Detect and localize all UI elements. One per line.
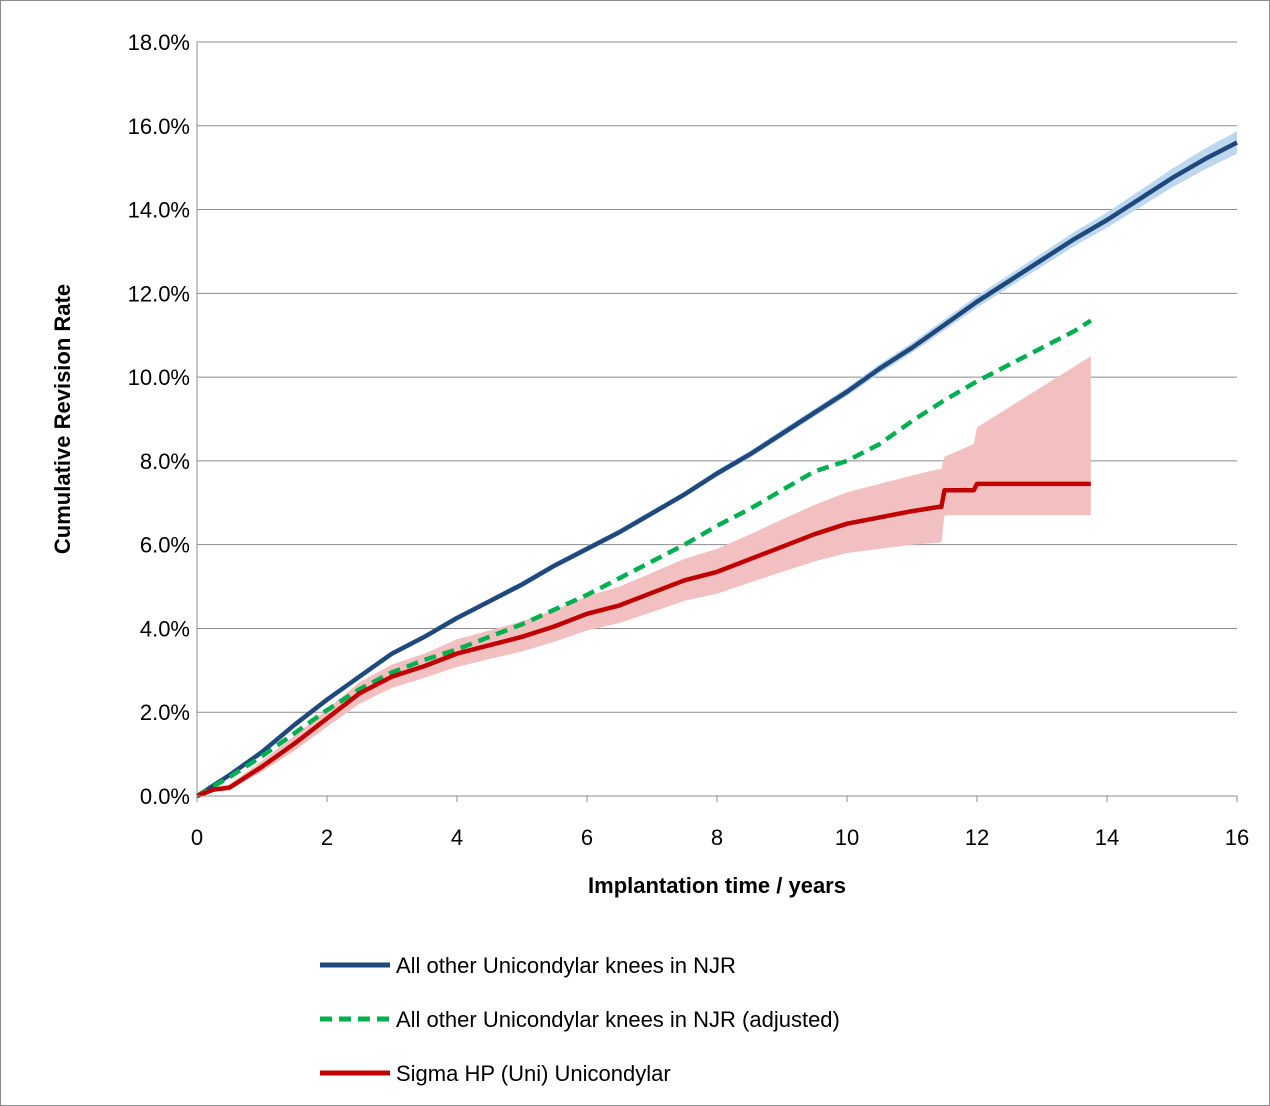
tick-labels: 0.0% 2.0% 4.0% 6.0% 8.0% 10.0% 12.0% 14.0% 16.0%… [128, 30, 1250, 850]
series-line-sigma-hp-uni-unicondylar [196, 481, 1091, 799]
y-tick-label: 6.0% [140, 533, 190, 558]
ci-band-sigma-hp-uni-unicondylar [197, 356, 1091, 796]
series-line-all-other-unicondylar-knees-in-njr [195, 140, 1239, 798]
series-line-all-other-unicondylar-knees-in-njr-adjusted [195, 318, 1093, 798]
x-tick-label: 8 [711, 825, 723, 850]
y-axis-title: Cumulative Revision Rate [50, 284, 75, 554]
y-tick-label: 12.0% [128, 281, 190, 306]
y-tick-label: 18.0% [128, 30, 190, 55]
x-tick-label: 4 [451, 825, 463, 850]
ci-band-all-other-unicondylar-knees-in-njr [197, 131, 1237, 796]
y-tick-label: 14.0% [128, 198, 190, 223]
gridlines [197, 41, 1237, 713]
x-tick-label: 10 [835, 825, 859, 850]
axes [196, 42, 1238, 802]
legend-label-sigma-hp: Sigma HP (Uni) Unicondylar [396, 1061, 671, 1086]
y-tick-label: 4.0% [140, 616, 190, 641]
x-tick-label: 2 [321, 825, 333, 850]
y-tick-label: 2.0% [140, 700, 190, 725]
x-tick-label: 12 [965, 825, 989, 850]
y-tick-label: 16.0% [128, 114, 190, 139]
x-tick-label: 0 [191, 825, 203, 850]
legend-label-adjusted: All other Unicondylar knees in NJR (adju… [396, 1007, 840, 1032]
y-tick-label: 8.0% [140, 449, 190, 474]
legend-label-all-other: All other Unicondylar knees in NJR [396, 953, 736, 978]
y-tick-label: 10.0% [128, 365, 190, 390]
x-tick-label: 16 [1225, 825, 1249, 850]
legend: All other Unicondylar knees in NJR All o… [320, 953, 840, 1086]
x-axis-title: Implantation time / years [588, 873, 846, 898]
x-tick-label: 14 [1095, 825, 1119, 850]
y-tick-label: 0.0% [140, 784, 190, 809]
x-tick-label: 6 [581, 825, 593, 850]
series-lines [195, 140, 1239, 799]
